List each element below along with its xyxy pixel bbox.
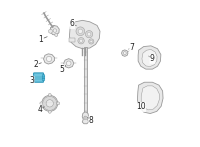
Polygon shape — [49, 29, 52, 34]
Circle shape — [42, 95, 58, 111]
Text: 2: 2 — [34, 60, 38, 69]
Circle shape — [78, 37, 84, 44]
FancyBboxPatch shape — [42, 78, 45, 81]
Text: 6: 6 — [70, 20, 75, 29]
Circle shape — [53, 29, 57, 32]
Circle shape — [57, 102, 60, 105]
Polygon shape — [137, 82, 163, 113]
Polygon shape — [122, 50, 128, 56]
Text: 7: 7 — [130, 43, 134, 52]
Circle shape — [89, 39, 94, 44]
Circle shape — [78, 29, 83, 34]
Text: 10: 10 — [136, 102, 146, 111]
Polygon shape — [138, 46, 161, 69]
Polygon shape — [84, 47, 87, 116]
Polygon shape — [69, 20, 100, 49]
Circle shape — [123, 52, 126, 55]
Circle shape — [66, 61, 71, 66]
FancyBboxPatch shape — [34, 73, 44, 82]
Polygon shape — [142, 50, 157, 66]
Polygon shape — [44, 54, 55, 64]
Circle shape — [46, 100, 53, 107]
Circle shape — [76, 27, 85, 36]
Circle shape — [85, 31, 93, 38]
Text: 8: 8 — [89, 116, 94, 125]
FancyBboxPatch shape — [42, 75, 45, 77]
Text: 4: 4 — [37, 105, 42, 114]
Text: 9: 9 — [150, 54, 155, 64]
Circle shape — [48, 93, 51, 96]
FancyBboxPatch shape — [42, 77, 45, 79]
Polygon shape — [50, 25, 59, 35]
Circle shape — [43, 96, 57, 110]
Circle shape — [90, 40, 93, 43]
Circle shape — [46, 56, 52, 62]
Polygon shape — [141, 86, 159, 110]
Polygon shape — [82, 112, 89, 124]
Circle shape — [79, 39, 83, 42]
Polygon shape — [64, 59, 74, 68]
Polygon shape — [69, 38, 75, 42]
Circle shape — [48, 110, 51, 113]
Circle shape — [87, 32, 91, 36]
Circle shape — [84, 116, 87, 120]
Text: 3: 3 — [29, 76, 34, 85]
Text: 1: 1 — [39, 35, 43, 44]
Text: 5: 5 — [60, 65, 65, 74]
Polygon shape — [55, 33, 58, 37]
Circle shape — [40, 102, 43, 105]
